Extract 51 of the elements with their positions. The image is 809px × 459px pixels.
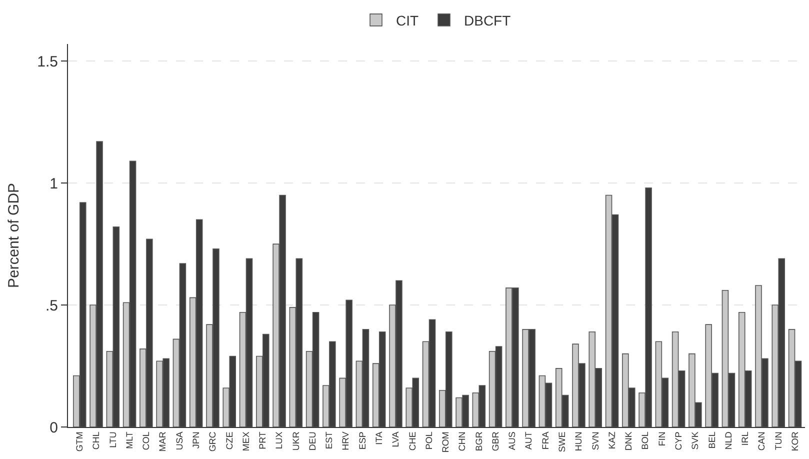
x-tick-label: TUN bbox=[773, 432, 784, 450]
x-tick-label: MLT bbox=[124, 431, 134, 449]
legend-label: DBCFT bbox=[464, 12, 512, 28]
x-tick-label: FRA bbox=[540, 432, 550, 450]
x-tick-label: AUS bbox=[507, 432, 518, 450]
x-tick-label: IRL bbox=[740, 432, 750, 446]
x-tick-label: PRT bbox=[258, 431, 268, 450]
x-tick-label: JPN bbox=[191, 432, 202, 449]
x-tick-label: DEU bbox=[307, 432, 318, 451]
x-tick-label: HUN bbox=[574, 432, 584, 452]
x-tick-label: BEL bbox=[706, 432, 717, 449]
y-tick-label: 0 bbox=[50, 419, 58, 436]
x-tick-label: BOL bbox=[640, 432, 650, 450]
x-tick-label: GTM bbox=[74, 432, 85, 452]
x-tick-label: CHE bbox=[407, 432, 418, 451]
x-tick-label: USA bbox=[174, 432, 184, 450]
x-tick-label: AUT bbox=[524, 431, 534, 450]
x-tick-label: MEX bbox=[240, 432, 251, 452]
x-tick-label: CYP bbox=[673, 432, 684, 450]
x-tick-label: FIN bbox=[656, 432, 667, 446]
x-tick-label: BGR bbox=[474, 431, 484, 452]
x-tick-label: MAR bbox=[158, 431, 168, 452]
x-tick-label: ITA bbox=[374, 432, 384, 445]
x-tick-label: CZE bbox=[224, 432, 234, 450]
x-tick-label: GRC bbox=[208, 431, 218, 452]
x-tick-label: SWE bbox=[557, 432, 568, 452]
x-tick-label: HRV bbox=[340, 432, 351, 450]
y-tick-label: 1.5 bbox=[37, 53, 58, 70]
x-tick-label: LVA bbox=[390, 432, 401, 448]
x-tick-label: KOR bbox=[790, 431, 800, 452]
x-tick-label: CHN bbox=[457, 432, 468, 452]
x-tick-label: SVK bbox=[690, 432, 700, 450]
y-axis-title: Percent of GDP bbox=[5, 182, 22, 288]
y-tick-label: 1 bbox=[50, 175, 58, 192]
x-tick-label: CHL bbox=[91, 432, 102, 450]
x-tick-label: SVN bbox=[590, 432, 600, 450]
x-tick-label: GBR bbox=[490, 431, 500, 452]
x-tick-label: POL bbox=[424, 432, 434, 450]
x-tick-label: UKR bbox=[290, 431, 301, 451]
x-tick-label: NLD bbox=[723, 431, 734, 450]
x-tick-label: DNK bbox=[624, 432, 634, 451]
x-tick-label: COL bbox=[141, 432, 152, 450]
x-tick-label: KAZ bbox=[606, 431, 617, 450]
legend-label: CIT bbox=[396, 12, 419, 28]
x-tick-label: LUX bbox=[274, 432, 284, 450]
x-tick-label: CAN bbox=[756, 432, 767, 451]
x-tick-label: ESP bbox=[357, 432, 368, 450]
y-tick-label: .5 bbox=[45, 297, 58, 314]
x-tick-label: EST bbox=[324, 431, 334, 450]
x-tick-label: LTU bbox=[108, 432, 118, 448]
x-tick-label: ROM bbox=[440, 432, 451, 453]
